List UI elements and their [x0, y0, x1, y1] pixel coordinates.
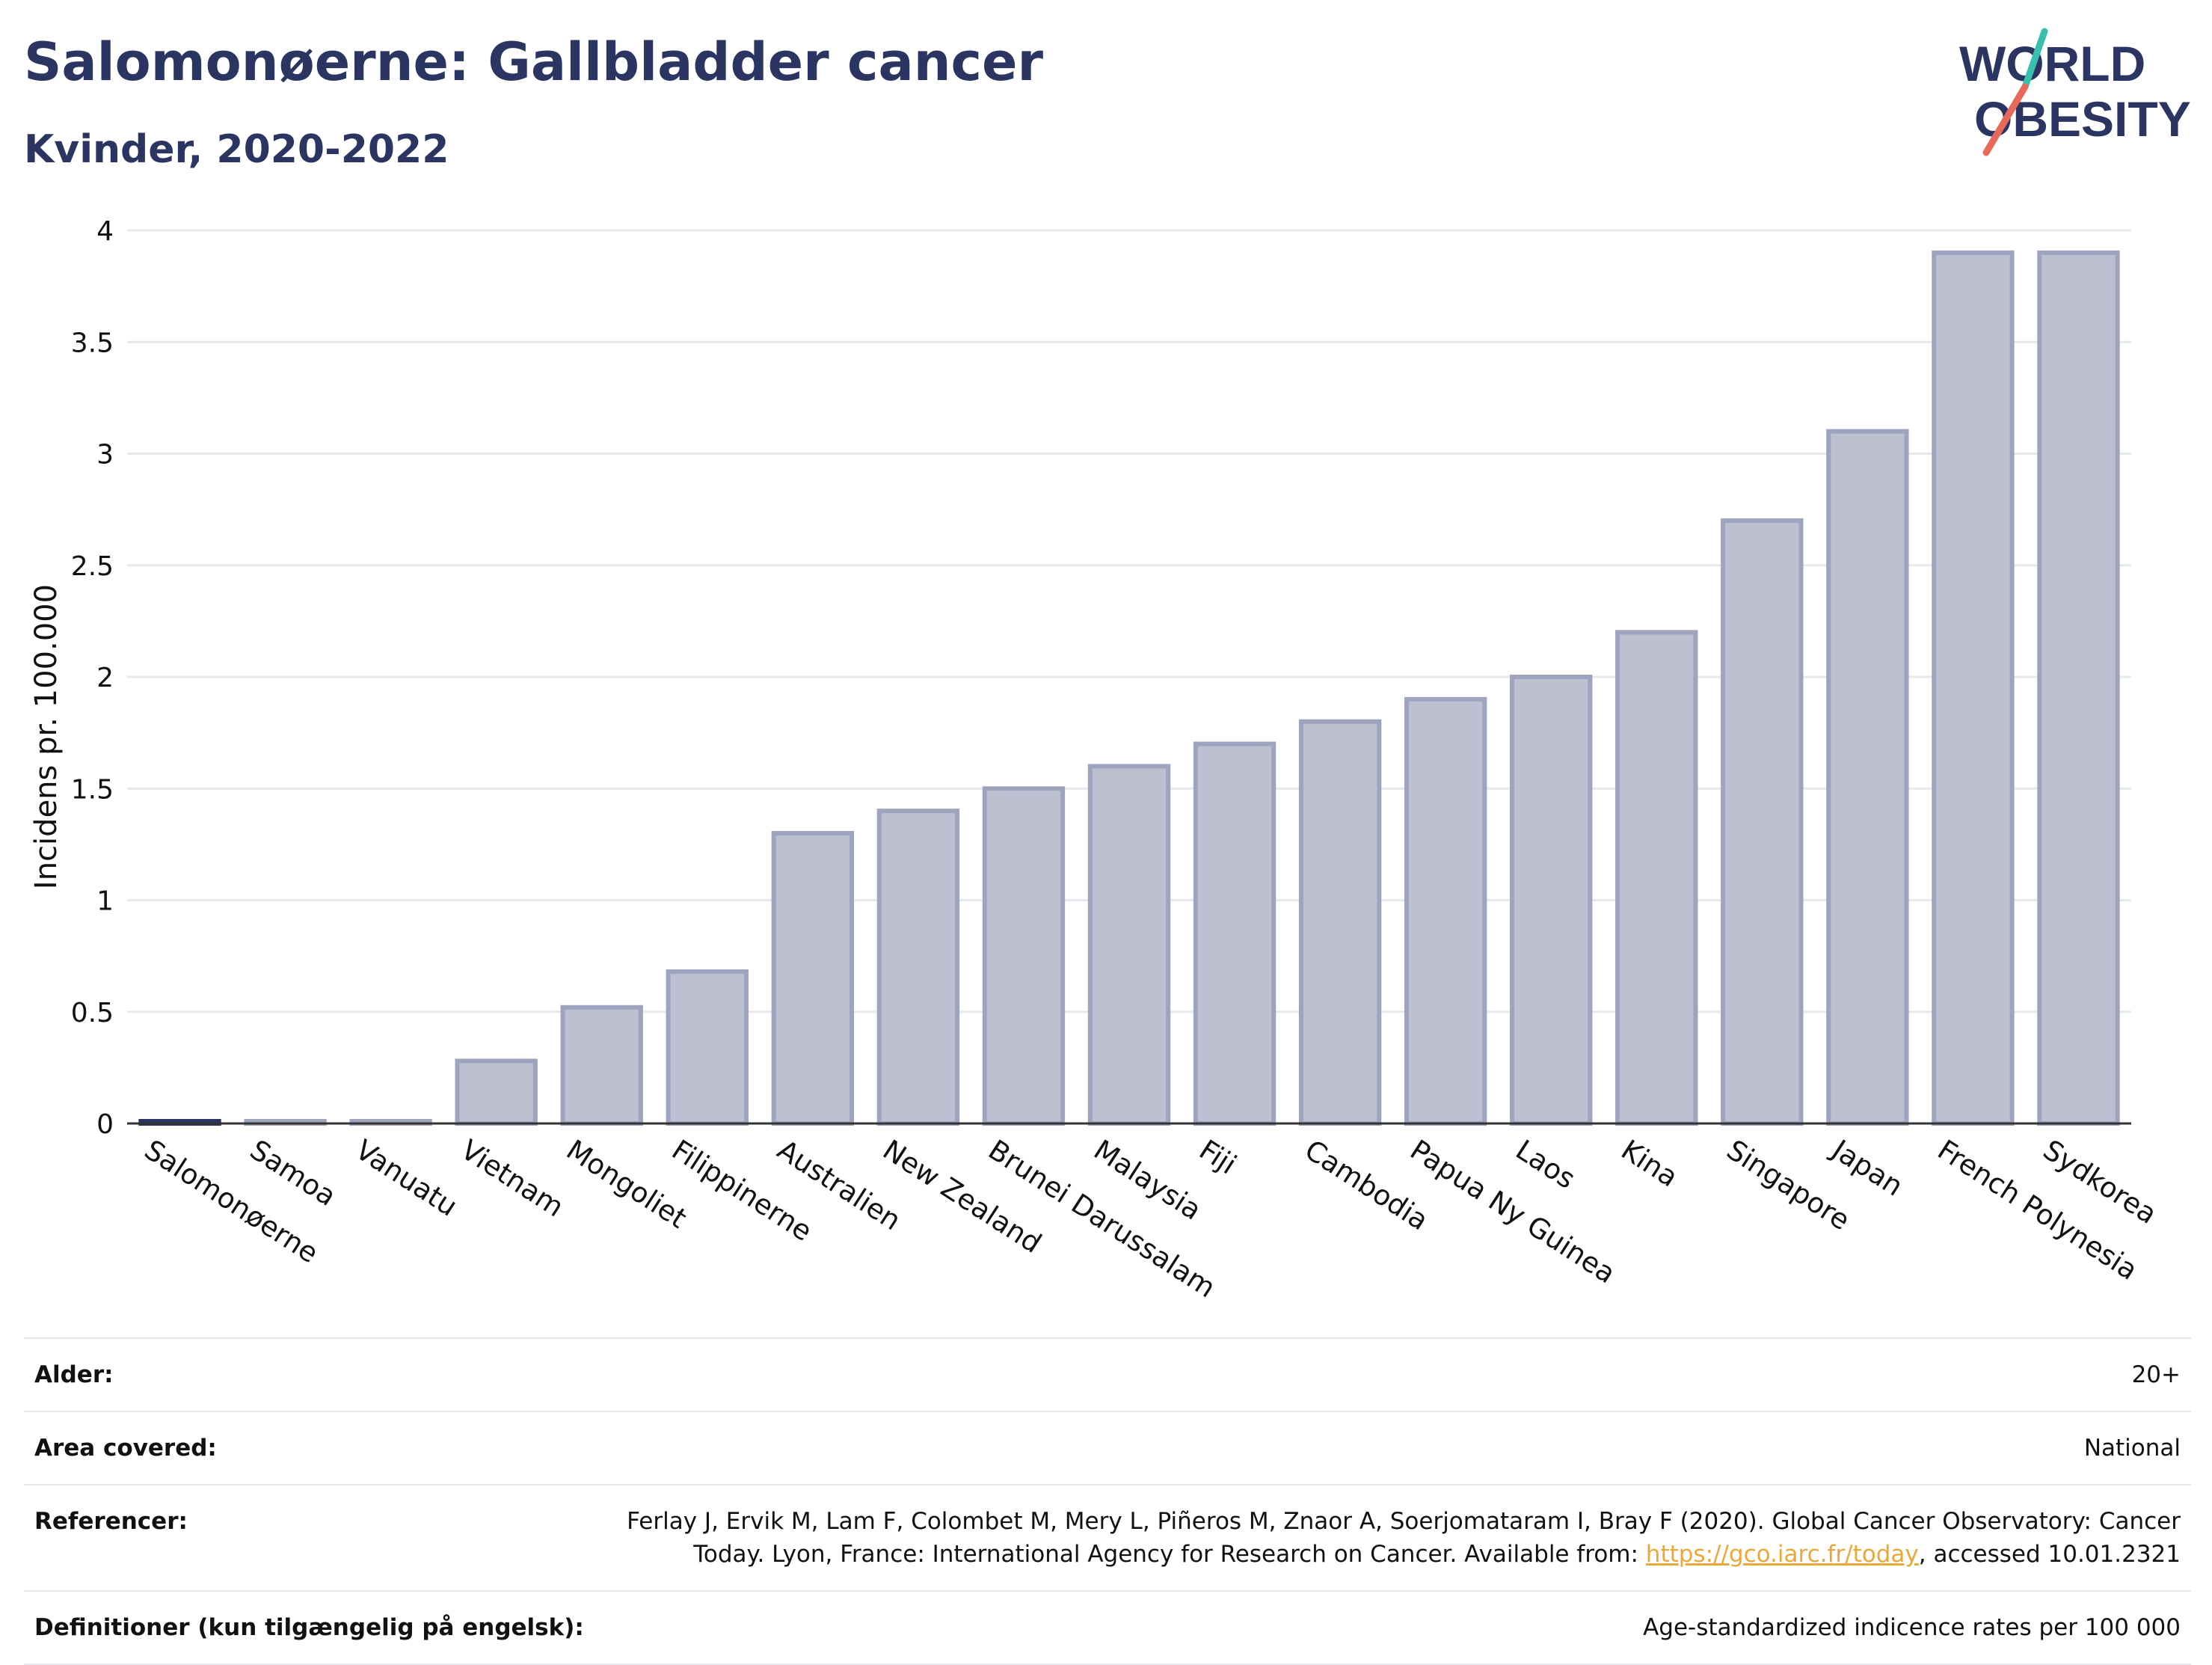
- metadata-table: Alder: 20+ Area covered: National Refere…: [24, 1337, 2191, 1665]
- bar-singapore: [1721, 518, 1804, 1126]
- meta-row-references: Referencer: Ferlay J, Ervik M, Lam F, Co…: [24, 1484, 2191, 1592]
- bar-malaysia: [1087, 764, 1171, 1126]
- meta-row-definitions: Definitioner (kun tilgængelig på engelsk…: [24, 1590, 2191, 1665]
- meta-row-age: Alder: 20+: [24, 1337, 2191, 1412]
- bar-cambodia: [1298, 719, 1382, 1126]
- y-tick-label: 2: [96, 663, 114, 693]
- logo-text-world: WORLD: [1959, 36, 2145, 91]
- bar-papua-ny-guinea: [1404, 696, 1487, 1126]
- bar-filippinerne: [666, 969, 749, 1126]
- y-tick-label: 1.5: [71, 774, 114, 805]
- logo-slash-coral: [1982, 83, 2029, 156]
- x-tick-label: Vanuatu: [350, 1133, 463, 1222]
- y-axis-label: Incidens pr. 100.000: [29, 584, 64, 889]
- logo-slash-teal: [2021, 28, 2048, 91]
- x-tick-label: Mongoliet: [561, 1133, 692, 1234]
- x-tick-label: Fiji: [1193, 1133, 1242, 1180]
- meta-value-definitions: Age-standardized indicence rates per 100…: [594, 1590, 2191, 1665]
- bar-vietnam: [455, 1058, 538, 1126]
- y-tick-label: 3: [96, 440, 114, 470]
- bar-sydkorea: [2037, 250, 2120, 1126]
- x-tick-label: Laos: [1510, 1133, 1581, 1195]
- bar-laos: [1510, 675, 1593, 1126]
- y-tick-label: 2.5: [71, 551, 114, 582]
- meta-value-age: 20+: [594, 1337, 2191, 1412]
- chart-title: Salomonøerne: Gallbladder cancer: [24, 31, 1044, 93]
- bar-mongoliet: [560, 1005, 643, 1126]
- x-tick-label: Salomonøerne: [139, 1133, 325, 1269]
- reference-text: Ferlay J, Ervik M, Lam F, Colombet M, Me…: [627, 1508, 2181, 1568]
- x-tick-label: Vietnam: [455, 1133, 570, 1223]
- meta-row-area: Area covered: National: [24, 1411, 2191, 1485]
- chart-subtitle: Kvinder, 2020-2022: [24, 127, 449, 172]
- x-tick-label: Japan: [1825, 1132, 1909, 1202]
- meta-label-references: Referencer:: [24, 1484, 595, 1592]
- x-tick-label: French Polynesia: [1932, 1133, 2144, 1286]
- meta-label-definitions: Definitioner (kun tilgængelig på engelsk…: [24, 1590, 595, 1665]
- reference-link[interactable]: https://gco.iarc.fr/today: [1645, 1541, 1919, 1568]
- y-tick-label: 0: [96, 1109, 114, 1140]
- bar-french-polynesia: [1932, 250, 2015, 1126]
- meta-label-area: Area covered:: [24, 1411, 595, 1485]
- meta-value-references: Ferlay J, Ervik M, Lam F, Colombet M, Me…: [594, 1484, 2191, 1592]
- logo-text-obesity: OBESITY: [1974, 91, 2191, 147]
- bar-australien: [771, 830, 855, 1126]
- reference-accessed: , accessed 10.01.2321: [1918, 1541, 2181, 1568]
- x-tick-label: Kina: [1615, 1133, 1683, 1193]
- y-tick-label: 1: [96, 886, 114, 917]
- meta-label-age: Alder:: [24, 1337, 595, 1412]
- y-tick-label: 4: [96, 216, 114, 247]
- world-obesity-logo: WORLD OBESITY: [1959, 28, 2191, 156]
- bar-fiji: [1193, 741, 1276, 1126]
- bar-brunei-darussalam: [982, 786, 1066, 1126]
- y-tick-label: 0.5: [71, 998, 114, 1028]
- y-tick-label: 3.5: [71, 328, 114, 358]
- bar-new-zealand: [876, 809, 960, 1126]
- bar-japan: [1826, 429, 1909, 1126]
- bars: [138, 250, 2120, 1126]
- bar-kina: [1615, 630, 1698, 1126]
- meta-value-area: National: [594, 1411, 2191, 1485]
- y-tick-labels: 0 0.5 1 1.5 2 2.5 3 3.5 4: [71, 216, 114, 1140]
